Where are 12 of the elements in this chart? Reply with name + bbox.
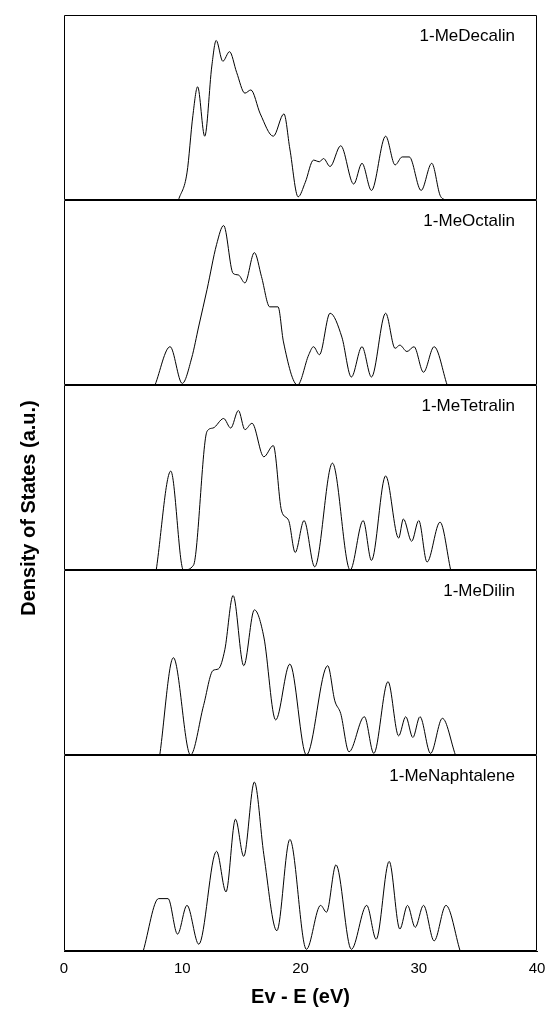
x-tick-label: 10 [173,959,191,977]
y-axis-title: Density of States (a.u.) [17,399,40,618]
chart-title: 1-MeOctalin [423,211,515,231]
chart-title: 1-MeDecalin [419,26,515,46]
x-tick-label: 30 [410,959,428,977]
chart-title: 1-MeNaphtalene [389,766,515,786]
chart-title: 1-MeDilin [443,581,515,601]
x-tick-label: 20 [292,959,309,977]
chart-title: 1-MeTetralin [421,396,515,416]
x-axis-title: Ev - E (eV) [251,984,350,1007]
x-tick-label: 40 [528,959,546,977]
x-tick-label: 0 [59,959,69,977]
